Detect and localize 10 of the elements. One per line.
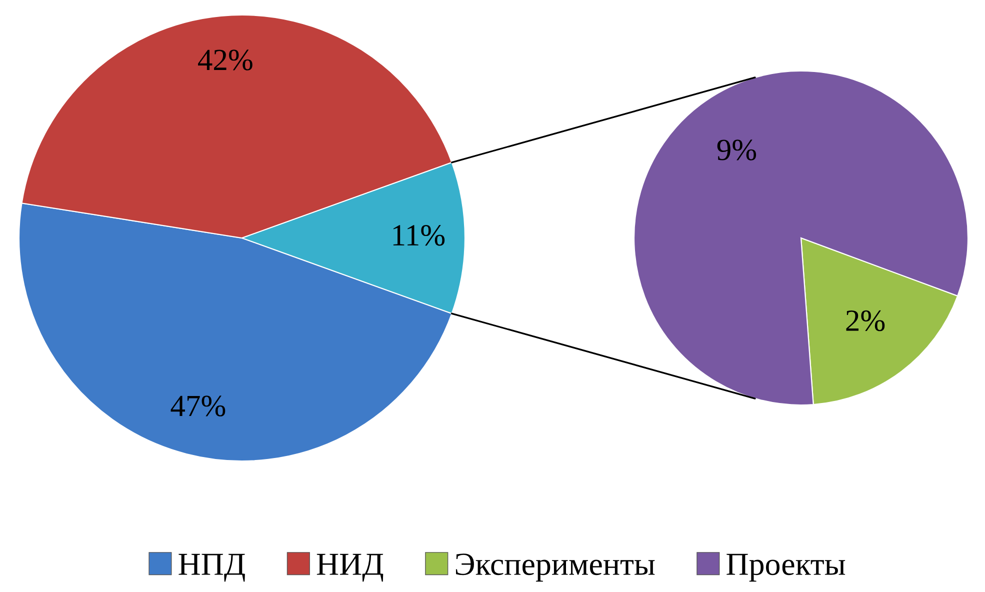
legend-label: Эксперименты: [456, 554, 655, 582]
pie-slice: [633, 70, 969, 406]
legend-label: Проекты: [726, 554, 846, 582]
data-label: 11%: [393, 225, 445, 246]
data-label: 42%: [198, 50, 252, 70]
data-label: 47%: [170, 396, 226, 416]
legend-label: НПД: [178, 554, 245, 582]
legend-label: НИД: [316, 554, 384, 582]
data-label: 9%: [717, 140, 756, 160]
data-label: 2%: [846, 310, 885, 332]
